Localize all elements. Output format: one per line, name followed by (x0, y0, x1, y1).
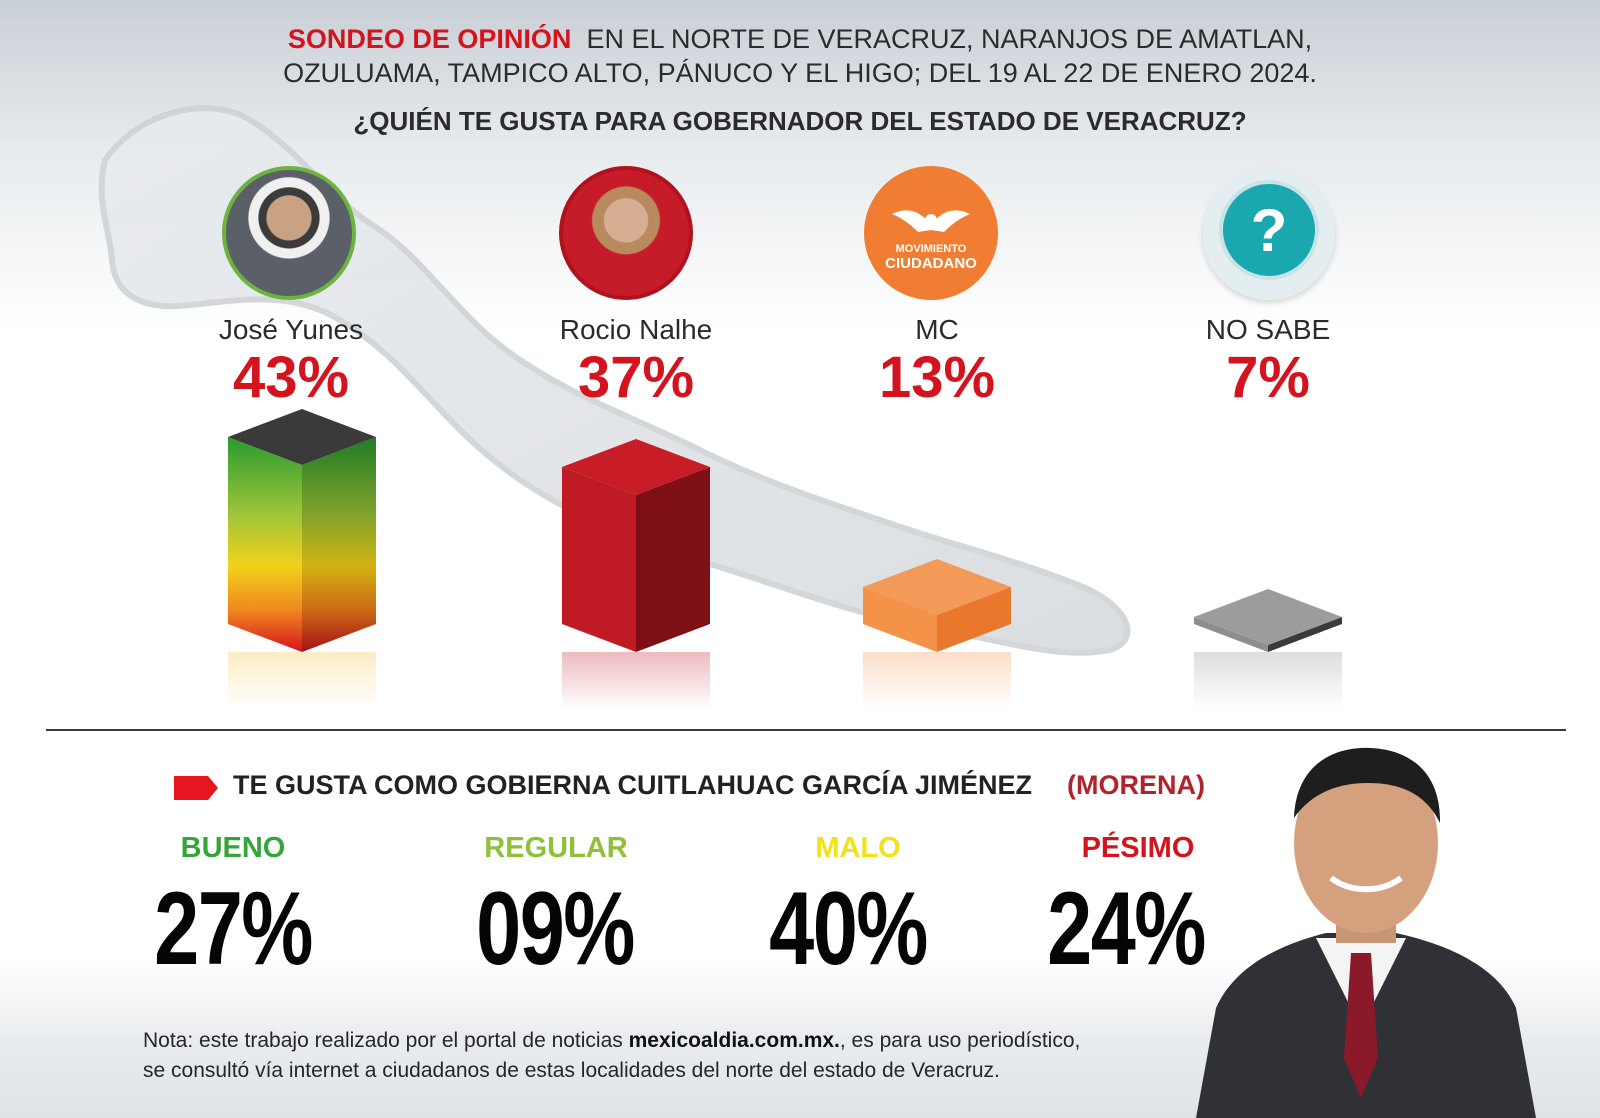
footer-note: Nota: este trabajo realizado por el port… (143, 1026, 1183, 1086)
bar-front-3 (1194, 617, 1268, 652)
note-text-3: se consultó vía internet a ciudadanos de… (143, 1059, 1000, 1082)
bar-side-1 (636, 467, 710, 652)
bar-front-0 (228, 437, 302, 652)
candidate-photo-rocio-nalhe (559, 166, 693, 300)
rating-label-pesimo: PÉSIMO (1081, 832, 1195, 864)
bar-side-2 (937, 587, 1011, 652)
bar-side-0 (302, 437, 376, 652)
rating-label-regular: REGULAR (484, 832, 628, 864)
section-divider (46, 729, 1566, 731)
movimiento-ciudadano-logo: MOVIMIENTO CIUDADANO (864, 166, 998, 300)
bar-reflection-fade (226, 652, 378, 709)
candidate-name: José Yunes (218, 314, 364, 345)
chart-question: ¿QUIÉN TE GUSTA PARA GOBERNADOR DEL ESTA… (353, 106, 1247, 136)
governor-photo (1196, 747, 1536, 1118)
survey-subtitle: OZULUAMA, TAMPICO ALTO, PÁNUCO Y EL HIGO… (283, 58, 1317, 88)
survey-header: SONDEO DE OPINIÓN EN EL NORTE DE VERACRU… (0, 22, 1600, 90)
survey-title-highlight: SONDEO DE OPINIÓN (287, 24, 572, 54)
rating-label-bueno: BUENO (180, 832, 286, 864)
bar-top-3 (1194, 589, 1342, 645)
candidate-name: Rocio Nalhe (559, 314, 713, 345)
note-text-1: Nota: este trabajo realizado por el port… (143, 1029, 629, 1052)
candidate-jose-yunes: José Yunes 43% (141, 314, 441, 410)
candidate-rocio-nalhe: Rocio Nalhe 37% (486, 314, 786, 410)
note-text-2: , es para uso periodístico, (839, 1029, 1081, 1052)
bar-top-0 (228, 409, 376, 465)
rating-value-pesimo: 24% (1047, 871, 1206, 987)
candidate-percentage: 7% (1226, 345, 1310, 410)
bar-top-2 (863, 559, 1011, 615)
candidate-percentage: 13% (878, 345, 996, 410)
candidate-photo-jose-yunes (222, 166, 356, 300)
bar-top-1 (562, 439, 710, 495)
approval-party: (MORENA) (1067, 770, 1205, 800)
candidate-name: NO SABE (1205, 314, 1331, 345)
candidate-no-sabe: NO SABE 7% (1118, 314, 1418, 410)
candidate-percentage: 37% (577, 345, 695, 410)
candidate-percentage: 43% (232, 345, 350, 410)
bar-reflection-fade (560, 652, 712, 709)
bar-front-2 (863, 587, 937, 652)
candidate-name: MC (915, 314, 959, 345)
note-site: mexicoaldia.com.mx. (628, 1029, 840, 1052)
eagle-icon: MOVIMIENTO CIUDADANO (885, 210, 977, 272)
logo-text-line1: MOVIMIENTO (896, 243, 967, 255)
rating-value-malo: 40% (769, 871, 928, 987)
logo-text-line2: CIUDADANO (885, 255, 977, 272)
survey-title-rest: EN EL NORTE DE VERACRUZ, NARANJOS DE AMA… (586, 24, 1313, 54)
rating-value-regular: 09% (476, 871, 635, 987)
governor-bar-chart (226, 409, 1344, 709)
bar-reflection-fade (1192, 652, 1344, 709)
question-mark-icon: ? (1203, 168, 1335, 300)
rating-value-bueno: 27% (154, 871, 313, 987)
bar-front-1 (562, 467, 636, 652)
red-arrow-icon (174, 776, 218, 800)
bar-side-3 (1268, 617, 1342, 652)
question-mark-glyph: ? (1251, 197, 1288, 264)
approval-question: TE GUSTA COMO GOBIERNA CUITLAHUAC GARCÍA… (233, 770, 1032, 800)
candidate-mc: MC 13% (787, 314, 1087, 410)
bar-reflection-fade (861, 652, 1013, 709)
rating-label-malo: MALO (815, 832, 901, 864)
